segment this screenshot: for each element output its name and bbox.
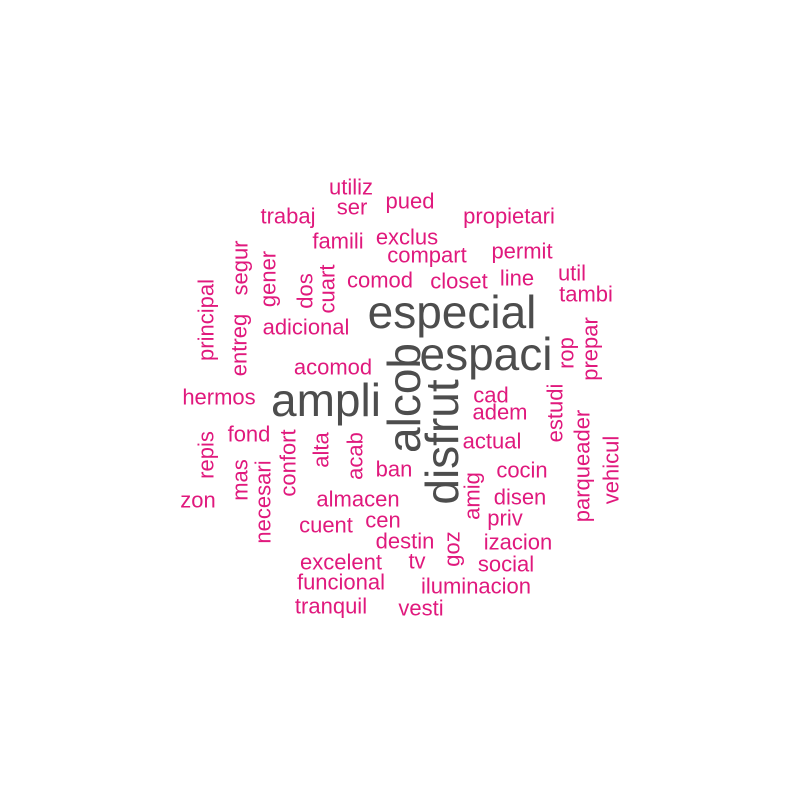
word-trabaj: trabaj xyxy=(260,204,315,229)
word-segur: segur xyxy=(228,240,253,295)
word-cuart: cuart xyxy=(315,265,340,314)
word-ban: ban xyxy=(376,457,413,482)
word-propietari: propietari xyxy=(463,204,555,229)
word-zon: zon xyxy=(180,488,215,513)
word-entreg: entreg xyxy=(227,314,252,376)
word-exclus: exclus xyxy=(376,225,438,250)
word-util: util xyxy=(558,261,586,286)
word-actual: actual xyxy=(463,429,522,454)
word-iluminacion: iluminacion xyxy=(421,574,531,599)
word-vesti: vesti xyxy=(398,596,443,621)
word-cuent: cuent xyxy=(299,513,353,538)
word-dos: dos xyxy=(293,273,318,308)
word-fond: fond xyxy=(228,422,271,447)
word-comod: comod xyxy=(347,268,413,293)
word-necesari: necesari xyxy=(251,460,276,543)
word-repis: repis xyxy=(194,431,219,479)
word-priv: priv xyxy=(487,506,522,531)
word-vehicul: vehicul xyxy=(599,436,624,504)
word-principal: principal xyxy=(194,279,219,361)
word-pued: pued xyxy=(386,189,435,214)
word-amig: amig xyxy=(460,472,485,520)
word-disen: disen xyxy=(494,485,547,510)
word-espaci: espaci xyxy=(420,328,553,380)
word-izacion: izacion xyxy=(484,530,552,555)
word-alcob: alcob xyxy=(378,343,430,453)
word-famili: famili xyxy=(312,229,363,254)
word-ampli: ampli xyxy=(271,374,381,426)
word-parqueader: parqueader xyxy=(570,410,595,523)
word-closet: closet xyxy=(430,269,487,294)
word-acomod: acomod xyxy=(294,355,372,380)
word-tranquil: tranquil xyxy=(295,594,367,619)
word-mas: mas xyxy=(228,459,253,501)
word-alta: alta xyxy=(309,432,334,468)
word-prepar: prepar xyxy=(578,317,603,381)
word-permit: permit xyxy=(491,239,552,264)
word-cocin: cocin xyxy=(496,458,547,483)
word-ser: ser xyxy=(337,195,368,220)
word-funcional: funcional xyxy=(297,570,385,595)
word-cen: cen xyxy=(365,508,400,533)
word-adicional: adicional xyxy=(263,315,350,340)
word-hermos: hermos xyxy=(182,385,255,410)
word-disfrut: disfrut xyxy=(416,379,468,504)
word-especial: especial xyxy=(368,286,537,338)
word-tambi: tambi xyxy=(559,282,613,307)
word-adem: adem xyxy=(472,400,527,425)
word-acab: acab xyxy=(343,432,368,480)
word-tv: tv xyxy=(408,549,425,574)
word-utiliz: utiliz xyxy=(329,175,373,200)
word-destin: destin xyxy=(376,529,435,554)
word-line: line xyxy=(500,266,534,291)
word-almacen: almacen xyxy=(316,487,399,512)
word-rop: rop xyxy=(554,337,579,369)
word-goz: goz xyxy=(440,531,465,566)
word-confort: confort xyxy=(276,429,301,496)
word-excelent: excelent xyxy=(300,550,382,575)
word-estudi: estudi xyxy=(543,384,568,443)
word-social: social xyxy=(478,552,534,577)
word-compart: compart xyxy=(387,243,466,268)
word-gener: gener xyxy=(256,251,281,307)
word-cad: cad xyxy=(473,383,508,408)
